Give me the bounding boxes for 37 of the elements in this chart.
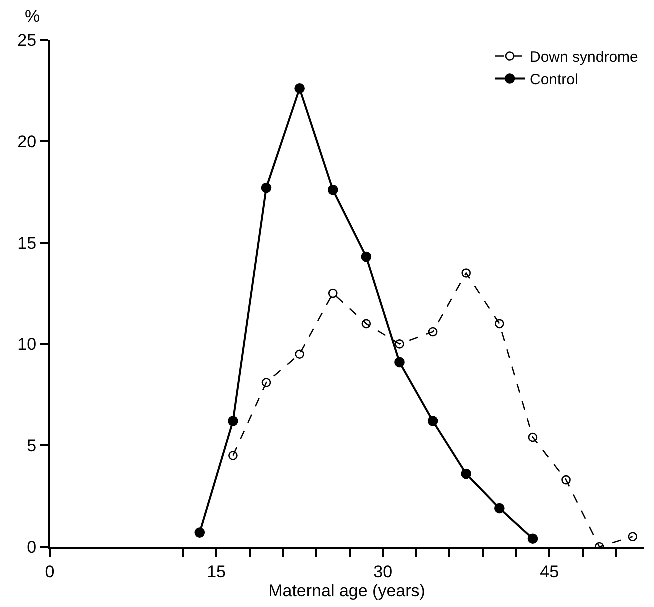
point bbox=[261, 182, 272, 194]
y-tick-label: 20 bbox=[18, 132, 37, 152]
x-tick-label: 45 bbox=[540, 562, 560, 582]
point bbox=[528, 432, 538, 442]
point bbox=[628, 532, 638, 542]
point bbox=[328, 184, 338, 196]
y-axis-title: % bbox=[25, 7, 40, 26]
x-tick-label: 0 bbox=[45, 562, 55, 582]
legend-label: Down syndrome bbox=[530, 49, 638, 66]
y-tick-label: 10 bbox=[18, 335, 37, 354]
point bbox=[328, 288, 338, 298]
point bbox=[395, 340, 404, 349]
y-tick-label: 0 bbox=[27, 538, 37, 557]
point bbox=[228, 416, 238, 426]
y-tick-label: 25 bbox=[18, 30, 37, 50]
x-tick-label: 15 bbox=[207, 562, 226, 582]
x-tick-label: 30 bbox=[374, 562, 393, 582]
point bbox=[495, 319, 504, 329]
point bbox=[362, 319, 372, 329]
point bbox=[562, 475, 571, 485]
point bbox=[528, 534, 538, 544]
y-tick-label: 15 bbox=[18, 234, 37, 253]
point bbox=[461, 468, 472, 480]
point bbox=[228, 451, 238, 460]
point bbox=[462, 268, 472, 278]
legend-label: Control bbox=[530, 72, 578, 89]
point bbox=[428, 327, 438, 337]
y-tick-label: 5 bbox=[27, 436, 37, 456]
point bbox=[262, 378, 272, 388]
point bbox=[394, 357, 405, 368]
x-axis-title: Maternal age (years) bbox=[268, 581, 426, 600]
point bbox=[428, 416, 438, 426]
point bbox=[361, 252, 372, 262]
point bbox=[294, 84, 305, 94]
point bbox=[494, 503, 505, 514]
point bbox=[295, 350, 304, 359]
point bbox=[194, 528, 206, 538]
